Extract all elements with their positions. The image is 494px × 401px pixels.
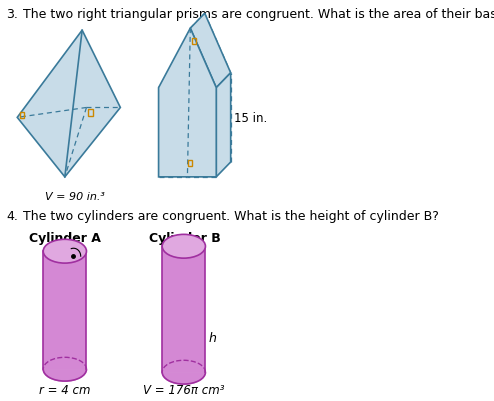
Text: 4.: 4. bbox=[6, 209, 18, 222]
Ellipse shape bbox=[162, 235, 206, 259]
Text: The two right triangular prisms are congruent. What is the area of their bases?: The two right triangular prisms are cong… bbox=[23, 8, 494, 21]
Text: The two cylinders are congruent. What is the height of cylinder B?: The two cylinders are congruent. What is… bbox=[23, 209, 439, 222]
Polygon shape bbox=[162, 247, 206, 372]
Polygon shape bbox=[159, 29, 216, 177]
Text: 3.: 3. bbox=[6, 8, 18, 21]
Text: V = 176π cm³: V = 176π cm³ bbox=[143, 383, 225, 396]
Ellipse shape bbox=[43, 240, 86, 263]
Polygon shape bbox=[43, 369, 86, 381]
Polygon shape bbox=[216, 73, 231, 177]
Text: r = 4 cm: r = 4 cm bbox=[39, 383, 90, 396]
Polygon shape bbox=[43, 251, 86, 369]
Text: 15 in.: 15 in. bbox=[234, 111, 267, 125]
Text: Cylinder A: Cylinder A bbox=[29, 232, 101, 245]
Text: V = 90 in.³: V = 90 in.³ bbox=[44, 191, 105, 201]
Polygon shape bbox=[17, 31, 121, 177]
Text: h: h bbox=[209, 331, 217, 344]
Polygon shape bbox=[162, 372, 206, 384]
Text: Cylinder B: Cylinder B bbox=[149, 232, 221, 245]
Polygon shape bbox=[190, 14, 231, 88]
